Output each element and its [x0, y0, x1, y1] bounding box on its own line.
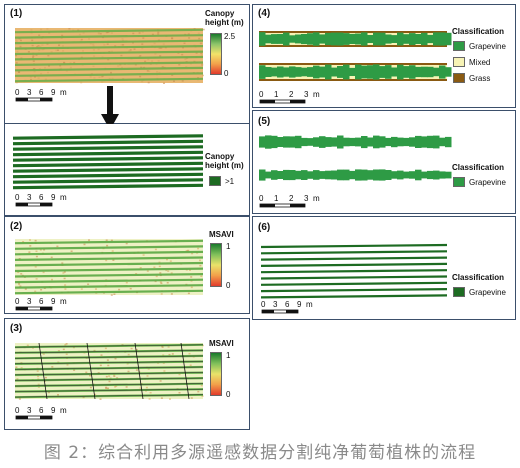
scale-tick-0: 0 [15, 297, 20, 306]
scale-tick-3: 3 [27, 297, 32, 306]
legend-title-line1: Canopy [205, 9, 235, 18]
scale-tick-1: 1 [274, 194, 279, 203]
scale-unit: m [60, 193, 67, 202]
legend-title: MSAVI [209, 339, 234, 348]
classification-map [259, 25, 452, 89]
msavi-color-ramp [210, 352, 222, 396]
scale-tick-6: 6 [39, 193, 44, 202]
scale-tick-0: 0 [15, 406, 20, 415]
legend-title-line1: Canopy [205, 152, 235, 161]
scale-tick-9: 9 [51, 297, 56, 306]
legend-title: MSAVI [209, 230, 234, 239]
legend-title-line2: height (m) [205, 161, 244, 170]
scale-unit: m [313, 90, 320, 99]
legend-item-grass: Grass [469, 74, 491, 83]
msavi-segmented-map [14, 342, 204, 400]
legend-title: Classification [452, 27, 505, 36]
scale-bar: 0 3 6 9 m [15, 406, 67, 420]
legend-item-grapevine: Grapevine [469, 42, 506, 51]
scale-bar: 0 3 6 9 m [261, 300, 313, 314]
panel-label: (4) [258, 8, 271, 19]
figure-caption: 图 2：综合利用多源遥感数据分割纯净葡萄植株的流程 [43, 443, 477, 463]
panel-label: (2) [10, 221, 23, 232]
panel-5: (5) Classification Grapevine 0 1 2 3 m [252, 110, 516, 214]
scale-unit: m [60, 406, 67, 415]
scale-tick-3: 3 [304, 194, 309, 203]
scale-tick-9: 9 [51, 406, 56, 415]
scale-bar: 0 1 2 3 m [259, 194, 320, 208]
panel-label: (1) [10, 8, 23, 19]
scale-tick-0: 0 [259, 194, 264, 203]
legend-swatch-mixed [453, 57, 465, 67]
scale-tick-9: 9 [51, 88, 56, 97]
scale-tick-0: 0 [259, 90, 264, 99]
canopy-above-1m-map [12, 134, 204, 190]
scale-tick-0: 0 [15, 193, 20, 202]
scale-bar: 0 1 2 3 m [259, 90, 320, 104]
scale-tick-9: 9 [51, 193, 56, 202]
scale-tick-6: 6 [39, 406, 44, 415]
scale-tick-3: 3 [27, 406, 32, 415]
scale-tick-3: 3 [304, 90, 309, 99]
legend-max: 1 [226, 242, 231, 251]
legend-title: Canopy height (m) [205, 9, 251, 27]
legend-min: 0 [226, 281, 231, 290]
panel-label: (3) [10, 323, 23, 334]
scale-bar: 0 3 6 9 m [15, 297, 67, 311]
scale-unit: m [313, 194, 320, 203]
msavi-color-ramp [210, 243, 222, 287]
panel-6: (6) Classification Grapevine 0 3 6 9 m [252, 216, 516, 320]
legend-title: Classification [452, 273, 505, 282]
scale-tick-9: 9 [297, 300, 302, 309]
scale-tick-6: 6 [39, 297, 44, 306]
panel-2: (2) MSAVI 1 0 0 3 6 9 m [4, 216, 250, 314]
legend-swatch-grapevine [453, 287, 465, 297]
scale-tick-2: 2 [289, 194, 294, 203]
scale-unit: m [60, 297, 67, 306]
down-arrow-icon [101, 86, 119, 130]
msavi-map [14, 239, 204, 296]
segmented-grapevine-rows-map [260, 243, 448, 299]
scale-unit: m [60, 88, 67, 97]
legend-max: 1 [226, 351, 231, 360]
scale-tick-0: 0 [261, 300, 266, 309]
legend-max: 2.5 [224, 32, 236, 41]
scale-bar: 0 3 6 9 m [15, 88, 67, 102]
scale-tick-6: 6 [39, 88, 44, 97]
scale-tick-6: 6 [285, 300, 290, 309]
legend-title: Canopy height (m) [205, 152, 251, 170]
panel-1: (1) Canopy height (m) 2.5 0 0 3 6 9 m [4, 4, 250, 124]
legend-min: 0 [224, 69, 229, 78]
pure-grapevine-map [259, 131, 452, 195]
panel-4: (4) Classification Grapevine Mixed Grass… [252, 4, 516, 108]
canopy-height-map [14, 28, 205, 84]
canopy-height-color-ramp [210, 33, 222, 75]
legend-swatch-grapevine [453, 177, 465, 187]
scale-unit: m [306, 300, 313, 309]
scale-tick-3: 3 [27, 193, 32, 202]
scale-tick-3: 3 [27, 88, 32, 97]
panel-label: (5) [258, 116, 271, 127]
legend-item-mixed: Mixed [469, 58, 491, 67]
panel-3: (3) MSAVI 1 0 0 3 6 9 m [4, 318, 250, 430]
legend-swatch-canopy-above-1 [209, 176, 221, 186]
legend-swatch-grapevine [453, 41, 465, 51]
legend-item: >1 [225, 177, 235, 186]
legend-min: 0 [226, 390, 231, 399]
legend-item-grapevine: Grapevine [469, 288, 506, 297]
legend-title-line2: height (m) [205, 18, 244, 27]
legend-item-grapevine: Grapevine [469, 178, 506, 187]
scale-tick-3: 3 [273, 300, 278, 309]
legend-swatch-grass [453, 73, 465, 83]
legend-title: Classification [452, 163, 505, 172]
panel-1-thresholded: Canopy height (m) >1 0 3 6 9 m [4, 124, 250, 216]
scale-tick-2: 2 [289, 90, 294, 99]
scale-bar: 0 3 6 9 m [15, 193, 67, 207]
scale-tick-1: 1 [274, 90, 279, 99]
panel-label: (6) [258, 222, 271, 233]
scale-tick-0: 0 [15, 88, 20, 97]
